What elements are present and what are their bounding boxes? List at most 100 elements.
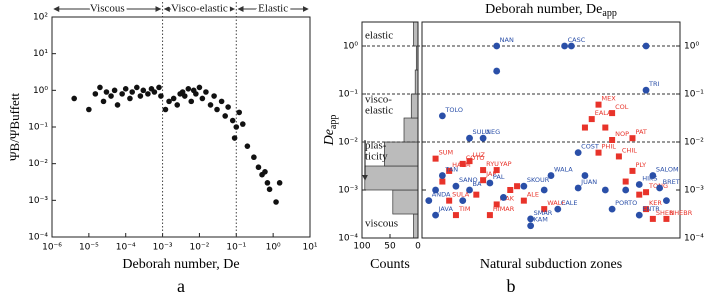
point (629, 167, 636, 174)
point (635, 181, 643, 188)
y-tick-label: 10⁻³ (338, 185, 358, 195)
point (486, 179, 494, 187)
point (622, 186, 630, 194)
point (92, 91, 99, 97)
point-label: CALE (561, 199, 578, 207)
point (459, 197, 467, 205)
panel-label: b (507, 276, 516, 296)
x-tick-label: 10⁻¹ (226, 243, 246, 253)
point (609, 137, 616, 144)
point-label: PLY (635, 161, 646, 169)
y-tick-label: 10⁰ (684, 41, 699, 51)
point (193, 91, 199, 97)
point (108, 93, 114, 99)
point (520, 197, 527, 204)
y-tick-label: 10⁻¹ (684, 89, 704, 99)
point (114, 102, 121, 108)
point-label: MAK (500, 194, 515, 202)
point-label: LUZ (473, 151, 486, 159)
x-tick-label: 100 (353, 242, 370, 252)
point (140, 87, 147, 94)
point (218, 98, 225, 105)
point (452, 212, 459, 219)
point-label: SMAR (534, 209, 553, 217)
point (574, 184, 582, 192)
point (608, 205, 616, 213)
point (567, 42, 575, 50)
point (642, 86, 650, 94)
point-label: ANDA (432, 191, 451, 199)
plot-frame (421, 21, 681, 239)
point-label: JUAN (580, 178, 597, 186)
point (129, 89, 136, 95)
point-label: NEG (486, 128, 500, 136)
point (486, 212, 493, 219)
point (520, 182, 528, 190)
point-label: TOLO (444, 106, 463, 114)
point (642, 42, 650, 50)
point (636, 191, 643, 198)
point (663, 197, 670, 205)
point (574, 149, 582, 157)
point (438, 112, 446, 120)
regime-label: elastic (365, 30, 393, 42)
point-label: EALA (595, 109, 612, 117)
point-label: ALE (527, 191, 539, 199)
point (493, 67, 501, 75)
y-axis-label-main: De (322, 129, 337, 146)
point (466, 158, 473, 165)
point (438, 172, 446, 179)
x-axis-label: Deborah number, De (122, 257, 239, 272)
point-label: SKOUR (527, 176, 550, 184)
hist-bar (364, 165, 419, 191)
point-label: TAN (444, 166, 458, 174)
point (466, 186, 473, 194)
point (203, 89, 209, 95)
point (207, 102, 214, 108)
point (166, 98, 172, 105)
y-tick-label: 10⁻² (338, 137, 358, 147)
point (196, 84, 203, 91)
point (127, 95, 133, 102)
point (615, 153, 622, 160)
point-label: MEX (602, 95, 617, 103)
point (500, 194, 507, 201)
point (479, 134, 487, 142)
x-tick-label: 0 (415, 242, 421, 252)
point (595, 149, 602, 156)
point (185, 86, 192, 92)
point (214, 106, 220, 113)
point (602, 124, 609, 131)
y-tick-label: 10⁻³ (684, 185, 704, 195)
point-label: SULA (452, 191, 470, 199)
chart-title-main: Deborah number, De (485, 2, 602, 17)
point (239, 121, 246, 127)
point (174, 102, 181, 108)
point (97, 84, 103, 91)
point (439, 178, 446, 185)
point (276, 180, 283, 186)
y-tick-label: 10⁰ (343, 41, 358, 51)
hist-bar (413, 213, 419, 239)
point-label: WALE (547, 199, 565, 207)
point (145, 91, 151, 97)
point (588, 116, 595, 123)
point (122, 86, 129, 92)
point-label: SANO (459, 176, 478, 184)
point-label: BRET (663, 178, 680, 186)
point (581, 124, 588, 131)
point (649, 215, 656, 222)
point (137, 93, 144, 99)
x-tick-label: 10⁻³ (153, 243, 173, 253)
x-axis-label: Counts (370, 257, 410, 272)
hist-bar (384, 141, 419, 167)
hist-bar (403, 117, 419, 143)
y-tick-label: 10⁻¹ (28, 123, 48, 133)
point-label: TIM (458, 205, 471, 213)
point-label: COST (581, 143, 599, 151)
point (609, 110, 616, 117)
point (452, 182, 460, 190)
point (459, 160, 466, 167)
point (151, 89, 158, 95)
point (111, 87, 118, 94)
